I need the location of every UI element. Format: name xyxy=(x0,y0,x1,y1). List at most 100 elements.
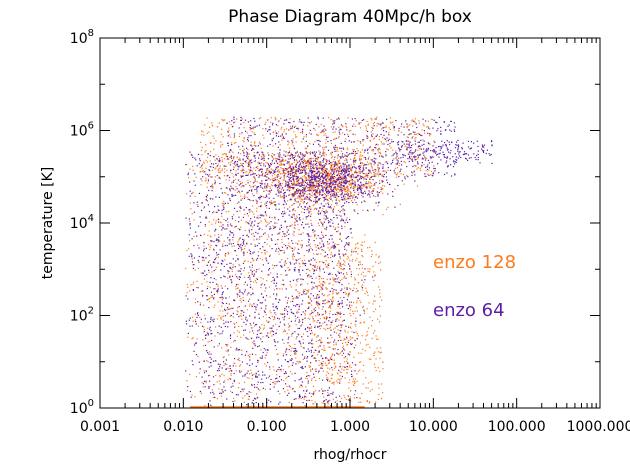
data-point xyxy=(301,244,303,246)
data-point xyxy=(309,314,311,316)
data-point xyxy=(369,346,371,348)
data-point xyxy=(229,188,231,190)
data-point xyxy=(290,179,292,181)
data-point xyxy=(203,207,205,209)
data-point xyxy=(323,178,325,180)
data-point xyxy=(330,195,332,197)
data-point xyxy=(223,192,225,194)
data-point xyxy=(371,167,373,169)
data-point xyxy=(332,291,334,293)
data-point xyxy=(433,167,435,169)
data-point xyxy=(222,143,224,145)
data-point xyxy=(213,148,215,150)
data-point xyxy=(250,144,252,147)
data-point xyxy=(221,229,223,231)
data-point xyxy=(353,123,355,125)
data-point xyxy=(388,127,390,129)
data-point xyxy=(388,134,390,136)
data-point xyxy=(264,174,266,176)
data-point xyxy=(353,250,355,252)
data-point xyxy=(360,158,362,160)
data-point xyxy=(236,165,238,167)
data-point xyxy=(333,177,335,179)
data-point xyxy=(213,249,215,252)
data-point xyxy=(327,178,329,180)
data-point xyxy=(446,156,449,158)
data-point xyxy=(249,165,251,167)
data-point xyxy=(214,176,216,178)
data-point xyxy=(319,247,321,249)
data-point xyxy=(192,165,194,167)
scatter-points xyxy=(185,116,493,408)
data-point xyxy=(332,279,334,281)
data-point xyxy=(200,290,203,292)
data-point xyxy=(281,259,283,261)
data-point xyxy=(332,190,334,192)
data-point xyxy=(342,185,344,187)
data-point xyxy=(336,146,339,149)
data-point xyxy=(355,171,357,173)
data-point xyxy=(321,362,323,365)
data-point xyxy=(317,312,319,314)
data-point xyxy=(325,317,327,319)
data-point xyxy=(407,146,409,149)
data-point xyxy=(369,194,371,196)
data-point xyxy=(247,398,249,400)
data-point xyxy=(236,118,238,120)
data-point xyxy=(325,357,327,359)
data-point xyxy=(328,394,330,396)
data-point xyxy=(366,186,368,188)
data-point xyxy=(253,117,255,120)
data-point xyxy=(339,332,341,335)
data-point xyxy=(317,134,320,136)
data-point xyxy=(235,178,237,180)
data-point xyxy=(355,246,357,248)
data-point xyxy=(210,365,212,367)
data-point xyxy=(341,351,343,353)
data-point xyxy=(218,370,220,372)
data-point xyxy=(341,186,343,188)
data-point xyxy=(420,147,422,149)
data-point xyxy=(426,150,428,152)
data-point xyxy=(343,269,345,271)
data-point xyxy=(307,291,309,293)
data-point xyxy=(310,300,313,302)
data-point xyxy=(339,133,341,135)
data-point xyxy=(256,376,258,378)
data-point xyxy=(267,145,269,147)
data-point xyxy=(317,180,319,182)
data-point xyxy=(291,335,293,337)
data-point xyxy=(264,357,266,359)
data-point xyxy=(367,387,369,389)
data-point xyxy=(350,288,352,290)
data-point xyxy=(399,150,401,152)
data-point xyxy=(334,278,336,280)
data-point xyxy=(297,129,299,131)
data-point xyxy=(348,165,350,167)
data-point xyxy=(192,169,194,171)
data-point xyxy=(271,175,273,177)
data-point xyxy=(353,302,355,304)
data-point xyxy=(252,347,254,349)
data-point xyxy=(358,167,360,169)
data-point xyxy=(252,292,254,294)
data-point xyxy=(372,150,374,152)
data-point xyxy=(485,152,487,155)
data-point xyxy=(368,181,370,183)
data-point xyxy=(245,162,247,164)
data-point xyxy=(344,196,347,198)
data-point xyxy=(303,202,305,204)
data-point xyxy=(373,332,375,334)
data-point xyxy=(349,287,351,289)
data-point xyxy=(295,289,297,291)
data-point xyxy=(432,145,434,147)
data-point xyxy=(313,334,315,336)
data-point xyxy=(395,163,397,165)
data-point xyxy=(229,189,231,191)
data-point xyxy=(354,210,356,212)
data-point xyxy=(383,126,385,128)
data-point xyxy=(358,122,360,124)
data-point xyxy=(308,244,310,246)
data-point xyxy=(326,226,328,228)
data-point xyxy=(349,167,351,169)
